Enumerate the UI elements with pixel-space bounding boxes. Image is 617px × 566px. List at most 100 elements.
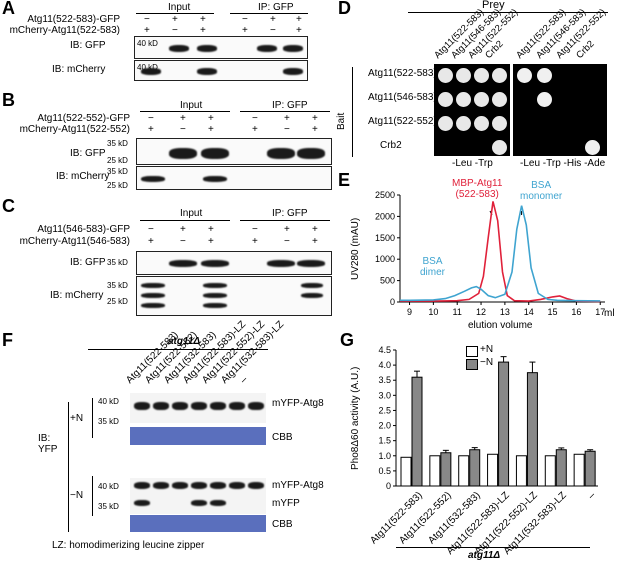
e-xlabel: elution volume xyxy=(468,320,533,331)
sign-row2: − xyxy=(284,124,290,135)
panel-label-e: E xyxy=(338,170,351,190)
b-blot-mcherry xyxy=(136,166,332,190)
g-chart: 0 0.5 1.0 1.5 2.0 2.5 3.0 3.5 4.0 4.5 xyxy=(378,345,598,491)
e-ytick-label: 0 xyxy=(390,297,395,307)
a-input-label: Input xyxy=(168,2,191,13)
e-unit: ml xyxy=(604,308,615,319)
c-blot-mcherry xyxy=(136,276,332,316)
f-band xyxy=(153,402,169,410)
d-colony xyxy=(492,116,507,131)
c-blot-gfp xyxy=(136,251,332,275)
sign-row2: + xyxy=(296,25,302,36)
d-media-2: -Leu -Trp -His -Ade xyxy=(520,158,606,169)
f-band xyxy=(229,402,245,410)
panel-label-c: C xyxy=(2,196,15,216)
sign-row2: − xyxy=(180,236,186,247)
e-ann-mbp: MBP-Atg11 (522-583) xyxy=(452,178,503,200)
g-ytick-label: 4.0 xyxy=(378,360,391,370)
sign-row1: + xyxy=(180,224,186,235)
e-ann-bsa-dimer: BSA dimer xyxy=(420,256,446,278)
f-band xyxy=(134,402,150,410)
d-prey-label: Prey xyxy=(482,0,505,11)
f-band xyxy=(172,482,188,489)
g-bar-plusN xyxy=(515,455,527,487)
e-xtick-label: 15 xyxy=(548,307,558,317)
panel-label-f: F xyxy=(2,330,13,350)
g-bar-minusN xyxy=(584,450,596,487)
g-bar-minusN xyxy=(411,376,423,487)
f-blot-minusN xyxy=(130,478,266,514)
c-ib-mcherry: IB: mCherry xyxy=(50,290,104,301)
d-colony xyxy=(537,92,552,107)
c-ip-label: IP: GFP xyxy=(272,208,308,219)
b-ip-label: IP: GFP xyxy=(272,100,308,111)
sign-row2: + xyxy=(242,25,248,36)
sign-row2: + xyxy=(148,124,154,135)
sign-row1: + xyxy=(208,224,214,235)
g-ytick-label: 1.0 xyxy=(378,451,391,461)
b-blot-gfp xyxy=(136,138,332,165)
a-ib-gfp: IB: GFP xyxy=(70,40,106,51)
g-ytick-label: 3.0 xyxy=(378,390,391,400)
d-colony xyxy=(492,140,507,155)
sign-row1: − xyxy=(242,14,248,25)
sign-row1: + xyxy=(270,14,276,25)
g-bar-plusN xyxy=(458,455,470,487)
g-legend-plus: +N xyxy=(480,344,494,355)
d-colony xyxy=(456,116,471,131)
d-colony xyxy=(474,68,489,83)
f-band xyxy=(191,402,207,410)
a-blot-mcherry: 40 kD xyxy=(134,60,308,81)
f-blot-plusN xyxy=(130,393,266,423)
f-band xyxy=(191,482,207,489)
e-chart: 0 500 1000 1500 2000 2500 9 10 11 12 13 14 15 16 17 xyxy=(375,190,605,317)
sign-row2: + xyxy=(312,236,318,247)
sign-row2: − xyxy=(284,236,290,247)
f-cond-minus: −N xyxy=(70,490,84,501)
e-xtick-label: 9 xyxy=(407,307,412,317)
sign-row1: − xyxy=(144,14,150,25)
sign-row1: + xyxy=(296,14,302,25)
d-colony xyxy=(517,68,532,83)
f-band xyxy=(210,402,226,410)
e-xtick-label: 11 xyxy=(453,307,462,317)
a-ib-mcherry: IB: mCherry xyxy=(52,64,106,75)
sign-row2: + xyxy=(208,236,214,247)
g-bar-plusN xyxy=(544,455,556,487)
g-ytick-label: 2.5 xyxy=(378,405,391,415)
c-ib-gfp: IB: GFP xyxy=(70,257,106,268)
e-xtick-label: 16 xyxy=(571,307,581,317)
sign-row1: − xyxy=(252,224,258,235)
a-ip-label: IP: GFP xyxy=(258,2,294,13)
d-row-3: Atg11(522-552) xyxy=(368,116,437,127)
panel-label-a: A xyxy=(2,0,15,18)
d-colony xyxy=(537,68,552,83)
g-bar-plusN xyxy=(487,453,499,487)
d-row-2: Atg11(546-583) xyxy=(368,92,437,103)
e-ytick-label: 2500 xyxy=(375,190,395,200)
f-band xyxy=(153,482,169,489)
d-bait-label: Bait xyxy=(336,112,347,130)
panel-label-g: G xyxy=(340,330,355,350)
e-xtick-label: 12 xyxy=(476,307,486,317)
a-blot-gfp: 40 kD xyxy=(134,36,308,59)
d-plate-1 xyxy=(434,64,510,156)
e-ytick-label: 2000 xyxy=(375,211,395,221)
sign-row2: + xyxy=(252,236,258,247)
sign-row1: + xyxy=(200,14,206,25)
panel-label-b: B xyxy=(2,90,15,110)
sign-row2: − xyxy=(172,25,178,36)
b-input-label: Input xyxy=(180,100,203,111)
g-bar-minusN xyxy=(498,361,510,487)
g-ytick-label: 0.5 xyxy=(378,466,391,476)
d-media-1: -Leu -Trp xyxy=(452,158,493,169)
d-colony xyxy=(474,116,489,131)
f-ib: IB: YFP xyxy=(38,433,58,455)
f-band xyxy=(210,482,226,489)
sign-row2: − xyxy=(270,25,276,36)
b-ib-mcherry: IB: mCherry xyxy=(56,171,110,182)
f-r5: CBB xyxy=(272,519,293,530)
e-xtick-label: 14 xyxy=(524,307,534,317)
g-ytick-label: 3.5 xyxy=(378,375,391,385)
d-colony xyxy=(456,68,471,83)
